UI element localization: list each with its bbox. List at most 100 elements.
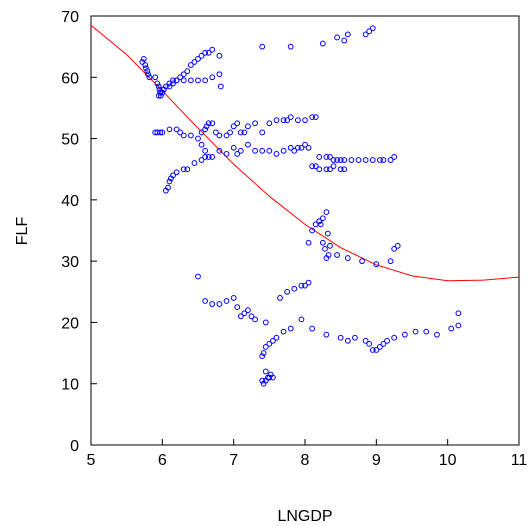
data-point <box>202 77 209 84</box>
data-point <box>323 154 330 160</box>
data-point <box>259 43 266 50</box>
data-point <box>234 120 241 127</box>
data-point <box>139 59 146 65</box>
data-point <box>359 258 365 265</box>
data-point <box>173 126 180 133</box>
data-point <box>323 209 330 216</box>
data-point <box>158 92 164 99</box>
fitted-curve-line <box>90 24 520 282</box>
data-point <box>170 172 176 179</box>
data-point <box>237 129 244 136</box>
data-point <box>155 83 162 90</box>
data-point <box>170 80 176 87</box>
y-tick-label: 20 <box>61 315 79 332</box>
data-point <box>348 157 355 163</box>
data-point <box>391 154 398 160</box>
data-point <box>145 71 151 78</box>
data-point <box>154 80 161 87</box>
data-point <box>245 123 251 130</box>
data-point <box>187 132 194 139</box>
data-point <box>209 74 216 81</box>
data-point <box>334 157 341 163</box>
data-point <box>205 154 212 160</box>
data-point <box>180 71 187 78</box>
x-tick-label: 8 <box>301 452 310 469</box>
data-point <box>352 334 358 341</box>
data-point <box>327 242 333 249</box>
data-point <box>166 80 173 87</box>
data-point <box>227 129 234 136</box>
data-point <box>184 68 191 75</box>
data-point <box>140 56 147 62</box>
data-point <box>252 316 258 323</box>
data-point <box>266 340 273 347</box>
data-point <box>237 313 244 320</box>
data-point <box>291 285 298 292</box>
data-point <box>305 144 312 151</box>
data-point <box>384 337 390 344</box>
data-point <box>330 157 337 163</box>
data-point <box>230 123 237 130</box>
data-point <box>330 163 337 170</box>
data-point <box>157 89 164 96</box>
data-point <box>355 157 362 163</box>
data-point <box>234 150 241 157</box>
data-point <box>262 319 269 326</box>
data-point <box>287 43 294 50</box>
data-point <box>187 62 194 68</box>
data-point <box>327 154 333 160</box>
data-point <box>245 307 251 314</box>
data-point <box>380 157 387 163</box>
data-point <box>198 52 205 59</box>
data-point <box>157 129 164 136</box>
data-point <box>202 147 209 154</box>
data-point <box>177 129 184 136</box>
data-point <box>212 129 219 136</box>
data-point <box>344 337 351 344</box>
data-point <box>334 34 341 41</box>
data-point <box>309 163 316 170</box>
data-point <box>237 147 244 154</box>
data-point <box>266 374 273 381</box>
data-point <box>298 282 305 289</box>
data-point <box>362 31 369 38</box>
data-point <box>223 132 230 139</box>
data-point <box>187 77 194 84</box>
data-point <box>248 313 255 320</box>
data-point <box>241 129 248 136</box>
y-tick-label: 50 <box>61 132 79 149</box>
data-point <box>155 92 162 99</box>
data-point <box>324 230 331 237</box>
data-point <box>373 347 380 353</box>
data-point <box>209 46 216 53</box>
data-point <box>209 301 216 307</box>
data-point <box>455 322 462 329</box>
data-point <box>216 52 223 59</box>
data-point <box>173 77 180 84</box>
data-point <box>312 163 319 170</box>
data-point <box>287 114 294 121</box>
data-point <box>184 166 191 173</box>
data-point <box>159 129 166 136</box>
x-tick-label: 11 <box>511 452 528 469</box>
data-point <box>216 301 223 307</box>
x-tick-label: 9 <box>372 452 381 469</box>
data-point <box>302 141 308 148</box>
data-point <box>202 154 209 160</box>
data-point <box>312 221 319 228</box>
data-point <box>325 252 332 258</box>
data-point <box>195 273 201 280</box>
data-point <box>391 245 398 252</box>
data-point <box>223 150 230 157</box>
y-tick-label: 40 <box>61 193 79 210</box>
data-point <box>316 218 323 225</box>
data-point <box>209 120 216 127</box>
data-point <box>394 242 401 249</box>
data-point <box>260 350 267 356</box>
data-point <box>302 282 308 289</box>
y-axis-title: FLF <box>14 217 31 246</box>
data-point <box>266 120 273 127</box>
data-point <box>341 166 348 173</box>
data-point <box>252 147 258 154</box>
